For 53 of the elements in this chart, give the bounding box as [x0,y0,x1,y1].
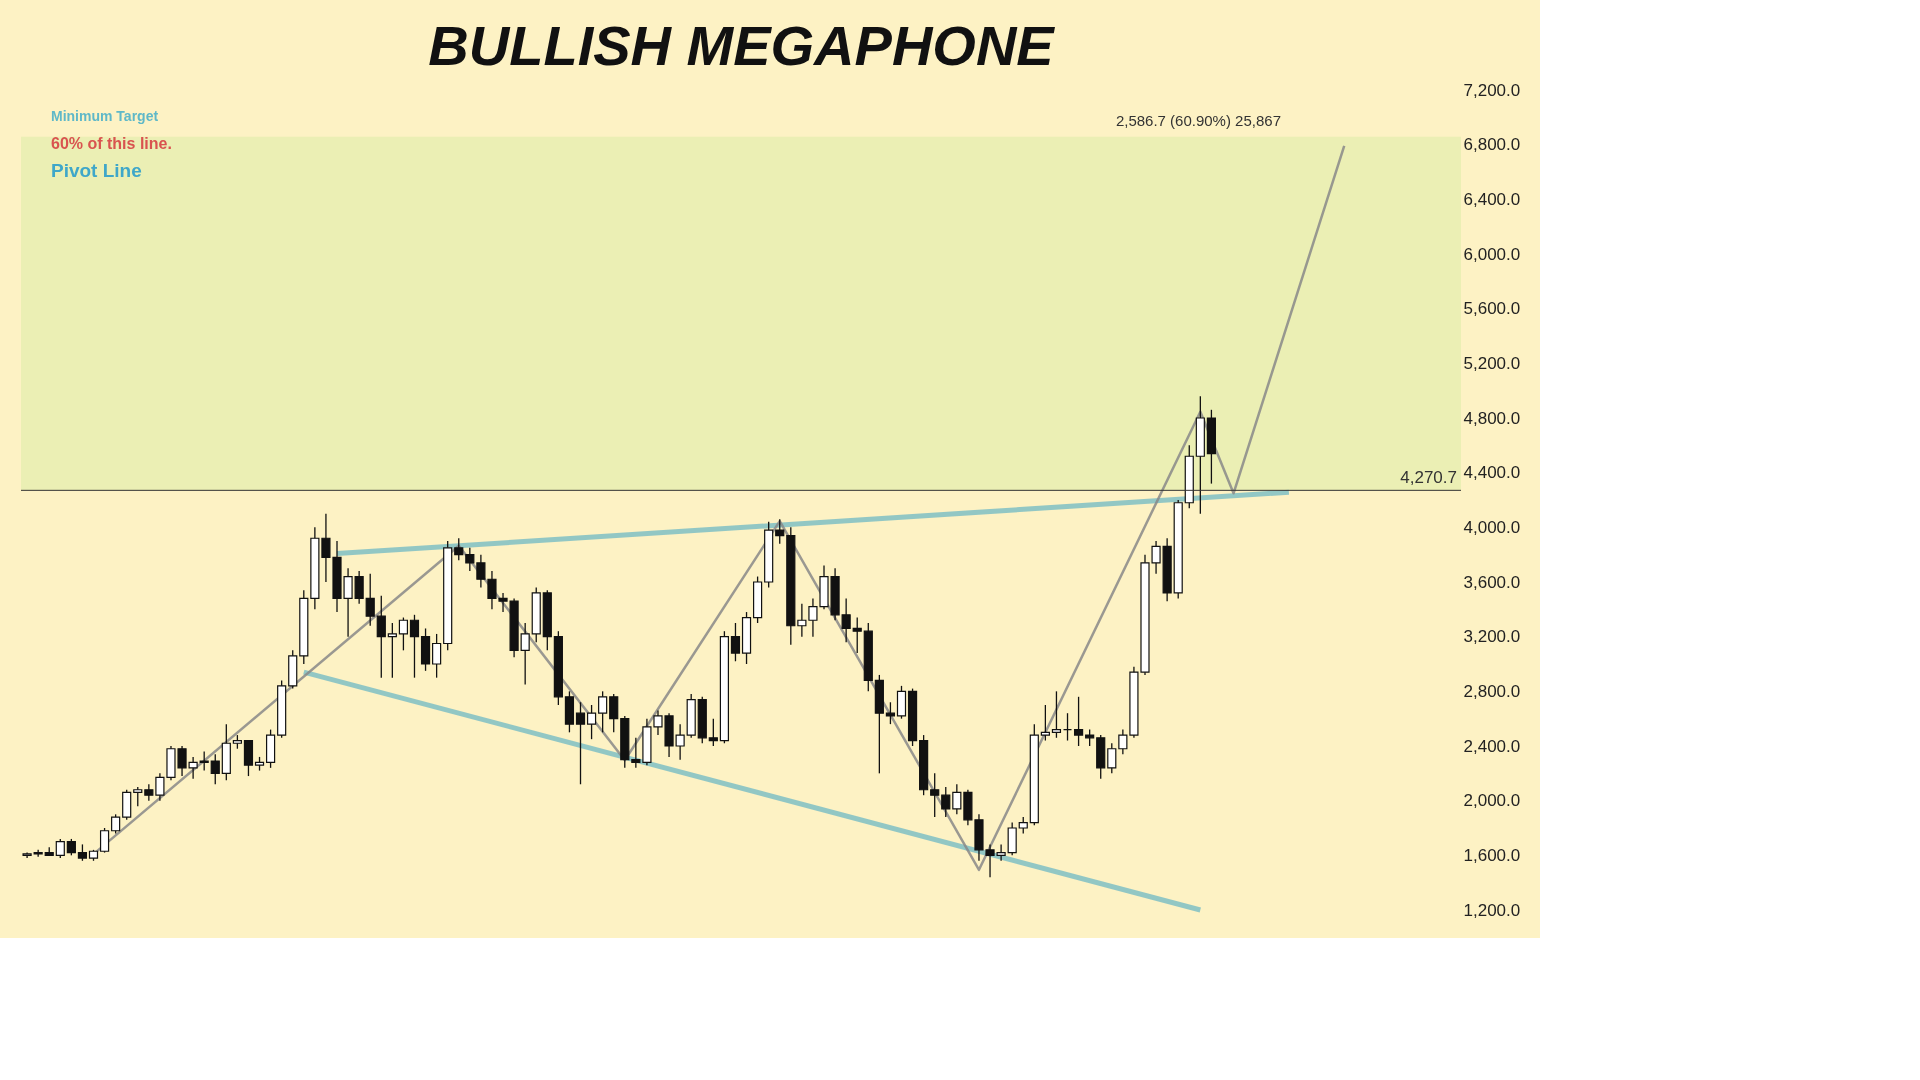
y-tick-label: 4,000.0 [1463,517,1521,537]
candlestick [598,690,608,733]
candlestick [199,750,209,772]
candlestick [930,772,940,818]
candlestick [1040,704,1050,742]
candlestick [520,622,530,686]
candlestick [409,614,420,679]
candlestick [952,783,962,815]
chart-title: BULLISH MEGAPHONE [428,14,1056,77]
candlestick [398,616,409,651]
y-tick-label: 2,800.0 [1463,681,1521,701]
y-tick-label: 3,200.0 [1463,627,1521,647]
annotation: Pivot Line [51,160,142,181]
candlestick [708,718,718,747]
candlestick [775,518,785,545]
candlestick [210,753,220,785]
y-tick-label: 4,800.0 [1463,408,1521,428]
y-tick-label: 5,200.0 [1463,353,1521,373]
y-tick-label: 7,200.0 [1463,80,1521,100]
y-tick-label: 5,600.0 [1463,299,1521,319]
annotation: Minimum Target [51,108,159,124]
candlestick [575,701,586,785]
candlestick [99,827,110,854]
candlestick [111,813,121,835]
y-tick-label: 1,200.0 [1463,900,1521,920]
candlestick [941,786,951,818]
candlestick [730,622,741,662]
annotation: 2,586.7 (60.90%) 25,867 [1115,111,1281,129]
candlestick [55,838,65,859]
candlestick [885,701,896,725]
candlestick [376,595,386,679]
ref-line-label: 4,270.7 [1400,468,1457,488]
candlestick [1073,696,1084,747]
y-tick-label: 6,000.0 [1463,244,1521,264]
y-tick-label: 2,400.0 [1463,736,1521,756]
candlestick [365,573,375,627]
annotation: 60% of this line. [51,135,172,152]
y-tick-label: 6,800.0 [1463,135,1521,155]
candlestick [432,633,442,679]
candlestick [133,786,143,807]
y-tick-label: 6,400.0 [1463,189,1521,209]
candlestick [465,547,475,572]
candlestick [387,622,397,679]
y-tick-label: 1,600.0 [1463,845,1521,865]
candlestick [609,693,619,733]
y-tick-label: 3,600.0 [1463,572,1521,592]
candlestick [852,616,862,654]
candlestick [454,537,464,561]
candlestick [586,704,597,740]
candlestick [1107,742,1117,774]
candlestick [1051,690,1062,739]
y-tick-label: 4,400.0 [1463,463,1521,483]
y-tick-label: 2,000.0 [1463,791,1521,811]
